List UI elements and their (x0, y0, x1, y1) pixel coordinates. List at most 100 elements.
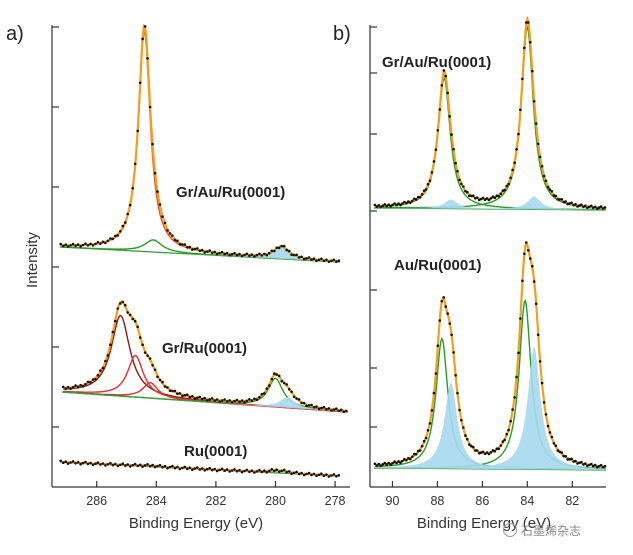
data-point (203, 251, 206, 254)
data-point (562, 200, 565, 204)
data-point (133, 319, 137, 323)
data-point (233, 468, 236, 471)
panel-b-letter: b) (333, 23, 351, 45)
data-point (452, 147, 455, 151)
data-point (287, 470, 291, 473)
data-point (171, 389, 174, 393)
data-point (466, 437, 469, 441)
panel-a-x-tick-label: 286 (86, 494, 107, 508)
data-point (511, 408, 514, 411)
data-point (285, 383, 289, 386)
data-point (505, 432, 509, 436)
data-point (238, 400, 241, 404)
data-point (228, 399, 231, 402)
panel-a-y-axis-title: Intensity (24, 232, 41, 288)
data-point (265, 253, 269, 257)
data-point (136, 129, 139, 133)
data-point (503, 438, 507, 442)
data-point (389, 463, 393, 466)
data-point (69, 461, 72, 464)
data-point (191, 395, 194, 398)
data-point (133, 462, 137, 466)
data-point (203, 396, 206, 400)
data-point (570, 457, 573, 461)
data-point (487, 452, 491, 456)
data-point (243, 469, 246, 473)
data-point (381, 204, 385, 207)
data-point (146, 463, 149, 466)
data-point (428, 179, 432, 182)
data-point (505, 184, 509, 188)
data-point (153, 465, 157, 469)
data-point (89, 242, 92, 246)
data-point (330, 409, 333, 412)
panel-a-x-tick-label: 284 (146, 494, 167, 508)
data-point (243, 400, 246, 404)
data-point (148, 105, 152, 109)
data-point (176, 465, 179, 469)
data-point (153, 172, 157, 175)
data-point (79, 245, 82, 248)
data-point (473, 197, 477, 200)
data-point (302, 401, 306, 405)
data-point (81, 384, 85, 388)
data-point (193, 397, 197, 400)
data-point (218, 251, 221, 255)
data-point (483, 198, 487, 201)
data-point (245, 399, 249, 403)
data-point (66, 385, 70, 389)
panel-a-letter: a) (6, 23, 24, 45)
data-point (168, 465, 172, 469)
data-point (268, 384, 271, 387)
data-point (377, 462, 381, 466)
data-point (200, 397, 204, 401)
data-point (507, 182, 511, 186)
data-point (497, 447, 501, 451)
data-point (263, 252, 266, 256)
data-point (215, 469, 219, 473)
data-point (86, 380, 90, 384)
data-point (238, 252, 241, 256)
data-point (106, 354, 110, 357)
data-point (564, 455, 567, 458)
data-point (305, 257, 308, 260)
data-point (401, 459, 404, 463)
data-point (534, 302, 538, 306)
component-curve (374, 77, 606, 211)
data-point (178, 392, 182, 395)
data-point (131, 317, 134, 321)
data-point (325, 258, 328, 262)
data-point (69, 387, 72, 391)
data-point (493, 449, 497, 453)
data-point (340, 408, 343, 412)
data-point (176, 239, 179, 243)
panel-b: b) 90 88 86 84 82 Gr/Au/Ru(0001) Au/Ru(0001)… (333, 15, 607, 532)
data-point (79, 383, 82, 387)
data-point (111, 463, 115, 467)
data-point (295, 253, 298, 257)
data-point (210, 468, 214, 472)
data-point (438, 108, 442, 111)
data-point (440, 84, 444, 87)
data-point (94, 462, 97, 466)
data-point (196, 466, 199, 469)
data-point (385, 463, 389, 466)
data-point (86, 244, 90, 247)
data-point (599, 205, 603, 208)
data-point (61, 385, 65, 389)
data-point (166, 466, 169, 470)
data-point (532, 100, 536, 103)
data-point (84, 460, 87, 464)
data-point (76, 461, 80, 464)
data-point (409, 457, 412, 461)
data-point (330, 259, 333, 263)
watermark: 石墨烯杂志 (503, 519, 627, 541)
panel-b-x-tick-label: 84 (520, 494, 534, 508)
data-point (265, 387, 269, 390)
data-point (119, 302, 122, 305)
data-point (556, 198, 560, 201)
data-point (499, 444, 503, 447)
data-point (119, 463, 122, 467)
data-point (131, 463, 134, 467)
data-point (255, 470, 259, 473)
